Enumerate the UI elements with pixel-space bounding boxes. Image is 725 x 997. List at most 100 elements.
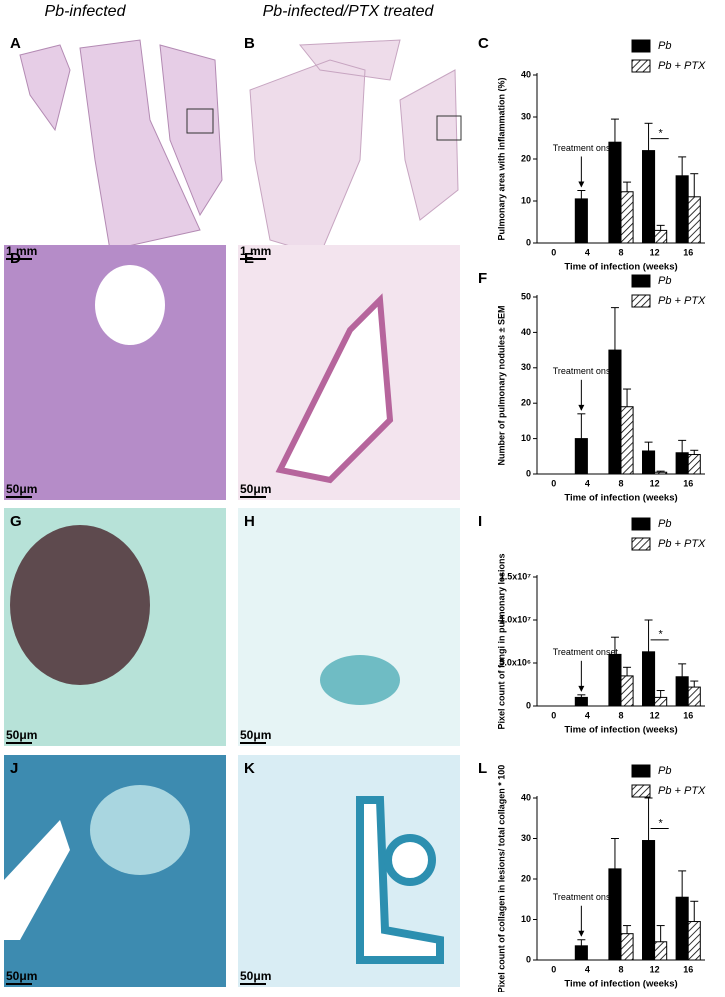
x-tick-label: 12 xyxy=(650,964,660,974)
y-tick-label: 40 xyxy=(521,327,531,337)
annotation-arrowhead xyxy=(578,404,585,411)
legend-swatch xyxy=(631,764,651,778)
bar xyxy=(574,198,588,244)
y-tick-label: 0 xyxy=(526,700,531,710)
annotation-arrowhead xyxy=(578,181,585,188)
bar xyxy=(687,196,701,244)
panel-letter: J xyxy=(10,760,18,777)
x-axis-title: Time of infection (weeks) xyxy=(564,493,677,504)
y-tick-label: 30 xyxy=(521,362,531,372)
panel-letter: E xyxy=(244,250,254,267)
panel-letter: A xyxy=(10,35,21,52)
y-tick-label: 20 xyxy=(521,398,531,408)
panel-letter: C xyxy=(478,35,489,52)
x-tick-label: 8 xyxy=(618,964,623,974)
legend-swatch xyxy=(631,59,651,73)
bar xyxy=(642,150,656,244)
scale-label: 50μm xyxy=(240,728,271,742)
x-tick-label: 0 xyxy=(551,478,556,488)
scale-label: 1 mm xyxy=(6,244,37,258)
bar xyxy=(620,933,634,961)
scale-label: 1 mm xyxy=(240,244,271,258)
x-tick-label: 16 xyxy=(683,710,693,720)
annotation: Treatment onset xyxy=(553,647,619,657)
bar xyxy=(574,945,588,961)
legend-label: Pb + PTX xyxy=(658,60,706,72)
y-tick-label: 10 xyxy=(521,433,531,443)
panel-letter: H xyxy=(244,513,255,530)
panel-letter: K xyxy=(244,760,255,777)
panel-letter: G xyxy=(10,513,22,530)
bar xyxy=(675,896,689,961)
x-axis-title: Time of infection (weeks) xyxy=(564,725,677,736)
y-tick-label: 0 xyxy=(526,237,531,247)
x-axis-title: Time of infection (weeks) xyxy=(564,262,677,273)
y-tick-label: 5.0x10⁶ xyxy=(499,657,531,667)
bar xyxy=(574,696,588,707)
bar xyxy=(654,941,668,961)
annotation: Treatment onset xyxy=(553,366,619,376)
bar xyxy=(675,175,689,244)
y-tick-label: 10 xyxy=(521,195,531,205)
panel-letter: I xyxy=(478,513,482,530)
legend-swatch xyxy=(631,784,651,798)
legend-swatch xyxy=(631,537,651,551)
legend-label: Pb + PTX xyxy=(658,538,706,550)
bar xyxy=(654,696,668,707)
scale-label: 50μm xyxy=(6,969,37,983)
panel-letter: F xyxy=(478,270,487,287)
annotation: Treatment onset xyxy=(553,892,619,902)
x-axis-title: Time of infection (weeks) xyxy=(564,979,677,990)
bar xyxy=(620,406,634,475)
legend-swatch xyxy=(631,274,651,288)
x-tick-label: 12 xyxy=(650,247,660,257)
legend-label: Pb xyxy=(658,518,671,530)
x-tick-label: 16 xyxy=(683,964,693,974)
x-tick-label: 16 xyxy=(683,247,693,257)
annotation: Treatment onset xyxy=(553,143,619,153)
y-axis-title: Pulmonary area with inflammation (%) xyxy=(496,77,506,240)
legend-label: Pb xyxy=(658,765,671,777)
bar xyxy=(642,840,656,961)
significance: * xyxy=(659,128,664,140)
y-tick-label: 0 xyxy=(526,468,531,478)
x-tick-label: 0 xyxy=(551,964,556,974)
significance: * xyxy=(659,817,664,829)
x-tick-label: 12 xyxy=(650,710,660,720)
y-tick-label: 30 xyxy=(521,833,531,843)
y-axis-title: Number of pulmonary nodules ± SEM xyxy=(496,306,506,466)
legend-label: Pb + PTX xyxy=(658,785,706,797)
legend-label: Pb + PTX xyxy=(658,295,706,307)
bar xyxy=(608,868,622,961)
micrographs xyxy=(4,30,462,987)
bar xyxy=(675,676,689,707)
scale-label: 50μm xyxy=(240,969,271,983)
y-tick-label: 10 xyxy=(521,914,531,924)
bar xyxy=(654,471,668,475)
x-tick-label: 16 xyxy=(683,478,693,488)
x-tick-label: 4 xyxy=(585,247,590,257)
bar xyxy=(608,141,622,244)
scale-label: 50μm xyxy=(6,728,37,742)
bar xyxy=(620,675,634,707)
annotation-arrowhead xyxy=(578,930,585,937)
x-tick-label: 4 xyxy=(585,710,590,720)
bar xyxy=(608,653,622,707)
bar xyxy=(574,438,588,475)
x-tick-label: 0 xyxy=(551,710,556,720)
x-tick-label: 4 xyxy=(585,478,590,488)
y-tick-label: 40 xyxy=(521,69,531,79)
x-tick-label: 0 xyxy=(551,247,556,257)
y-axis-title: Pixel count of fungi in pulmonary lesion… xyxy=(496,553,506,729)
bar xyxy=(654,229,668,244)
x-tick-label: 8 xyxy=(618,247,623,257)
y-tick-label: 1.0x10⁷ xyxy=(500,614,532,624)
y-axis-title: Pixel count of collagen in lesions/ tota… xyxy=(496,765,506,992)
scale-label: 50μm xyxy=(6,482,37,496)
panel-letter: B xyxy=(244,35,255,52)
x-tick-label: 4 xyxy=(585,964,590,974)
panel-letter: L xyxy=(478,760,487,777)
legend-label: Pb xyxy=(658,275,671,287)
y-tick-label: 20 xyxy=(521,873,531,883)
